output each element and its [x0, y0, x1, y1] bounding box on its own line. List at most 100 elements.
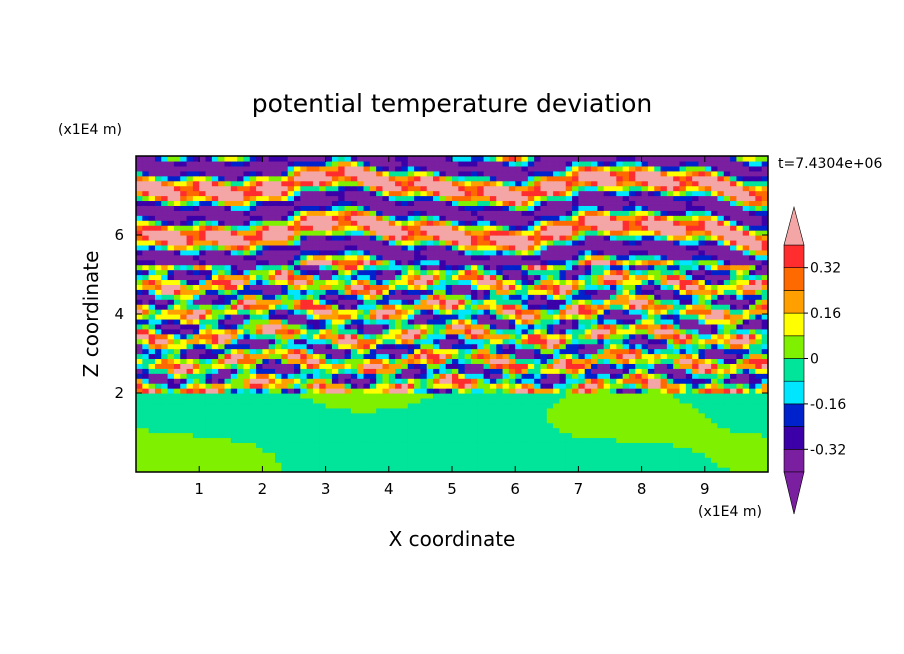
heatmap-cell: [420, 363, 428, 369]
heatmap-cell: [628, 304, 636, 310]
heatmap-cell: [192, 378, 200, 384]
heatmap-cell: [433, 254, 440, 261]
heatmap-cell: [610, 397, 617, 404]
heatmap-cell: [464, 269, 472, 276]
heatmap-cell: [761, 422, 768, 429]
heatmap-cell: [515, 348, 523, 355]
heatmap-cell: [755, 230, 763, 236]
heatmap-cell: [395, 289, 403, 295]
heatmap-cell: [591, 309, 598, 315]
heatmap-cell: [584, 284, 592, 290]
heatmap-cell: [647, 452, 655, 458]
heatmap-cell: [230, 254, 238, 261]
heatmap-cell: [268, 333, 276, 340]
heatmap-cell: [186, 373, 194, 379]
heatmap-cell: [679, 254, 687, 261]
heatmap-cell: [742, 462, 750, 468]
heatmap-cell: [306, 378, 314, 384]
heatmap-cell: [256, 437, 263, 443]
heatmap-cell: [439, 328, 447, 335]
heatmap-cell: [395, 383, 403, 389]
heatmap-cell: [199, 318, 207, 325]
heatmap-cell: [350, 363, 358, 369]
heatmap-cell: [559, 363, 567, 369]
heatmap-cell: [591, 388, 598, 394]
heatmap-cell: [426, 447, 434, 453]
heatmap-cell: [363, 259, 371, 266]
heatmap-cell: [635, 343, 643, 350]
heatmap-cell: [597, 427, 605, 434]
heatmap-cell: [180, 299, 188, 305]
heatmap-cell: [300, 235, 308, 241]
heatmap-cell: [426, 427, 434, 434]
heatmap-cell: [167, 373, 175, 379]
heatmap-cell: [319, 397, 327, 404]
heatmap-cell: [426, 244, 434, 251]
heatmap-cell: [685, 412, 693, 419]
heatmap-cell: [546, 397, 554, 404]
heatmap-cell: [452, 309, 459, 315]
heatmap-cell: [154, 422, 162, 429]
heatmap-cell: [749, 412, 756, 419]
heatmap-cell: [281, 407, 289, 414]
heatmap-cell: [281, 343, 289, 350]
heatmap-cell: [717, 407, 725, 414]
heatmap-cell: [205, 239, 213, 246]
heatmap-cell: [426, 378, 434, 384]
heatmap-cell: [483, 299, 491, 305]
heatmap-cell: [742, 299, 750, 305]
heatmap-cell: [559, 338, 567, 345]
heatmap-cell: [407, 309, 415, 315]
heatmap-cell: [742, 373, 750, 379]
heatmap-cell: [527, 318, 535, 325]
heatmap-cell: [192, 230, 200, 236]
heatmap-cell: [723, 457, 731, 463]
heatmap-cell: [698, 467, 706, 472]
heatmap-cell: [673, 259, 681, 266]
heatmap-cell: [616, 343, 624, 350]
heatmap-cell: [268, 289, 276, 295]
heatmap-cell: [306, 289, 314, 295]
heatmap-cell: [388, 279, 396, 285]
heatmap-cell: [192, 244, 200, 251]
heatmap-cell: [230, 397, 238, 404]
heatmap-cell: [180, 353, 188, 360]
heatmap-cell: [407, 239, 415, 246]
heatmap-cell: [275, 338, 282, 345]
heatmap-cell: [483, 427, 491, 434]
heatmap-cell: [572, 314, 579, 320]
heatmap-cell: [369, 348, 377, 355]
heatmap-cell: [622, 314, 630, 320]
heatmap-cell: [610, 244, 617, 251]
heatmap-cell: [148, 333, 156, 340]
heatmap-cell: [382, 314, 390, 320]
heatmap-cell: [761, 274, 768, 281]
heatmap-cell: [325, 259, 333, 266]
heatmap-cell: [527, 333, 535, 340]
heatmap-cell: [154, 348, 162, 355]
heatmap-cell: [205, 269, 213, 276]
heatmap-cell: [186, 294, 194, 300]
heatmap-cell: [344, 333, 352, 340]
heatmap-cell: [730, 225, 737, 231]
heatmap-cell: [761, 427, 768, 434]
heatmap-cell: [407, 402, 415, 409]
heatmap-cell: [243, 457, 251, 463]
heatmap-cell: [711, 353, 719, 360]
heatmap-cell: [154, 333, 162, 340]
heatmap-cell: [350, 264, 358, 271]
heatmap-cell: [300, 254, 308, 261]
heatmap-cell: [414, 467, 421, 472]
heatmap-cell: [654, 333, 662, 340]
heatmap-cell: [306, 264, 314, 271]
heatmap-cell: [357, 314, 365, 320]
heatmap-cell: [186, 244, 194, 251]
heatmap-cell: [357, 412, 365, 419]
heatmap-cell: [439, 383, 447, 389]
heatmap-cell: [540, 269, 548, 276]
heatmap-cell: [692, 259, 700, 266]
heatmap-cell: [458, 378, 466, 384]
heatmap-cell: [647, 378, 655, 384]
heatmap-cell: [458, 338, 466, 345]
heatmap-cell: [723, 358, 731, 364]
